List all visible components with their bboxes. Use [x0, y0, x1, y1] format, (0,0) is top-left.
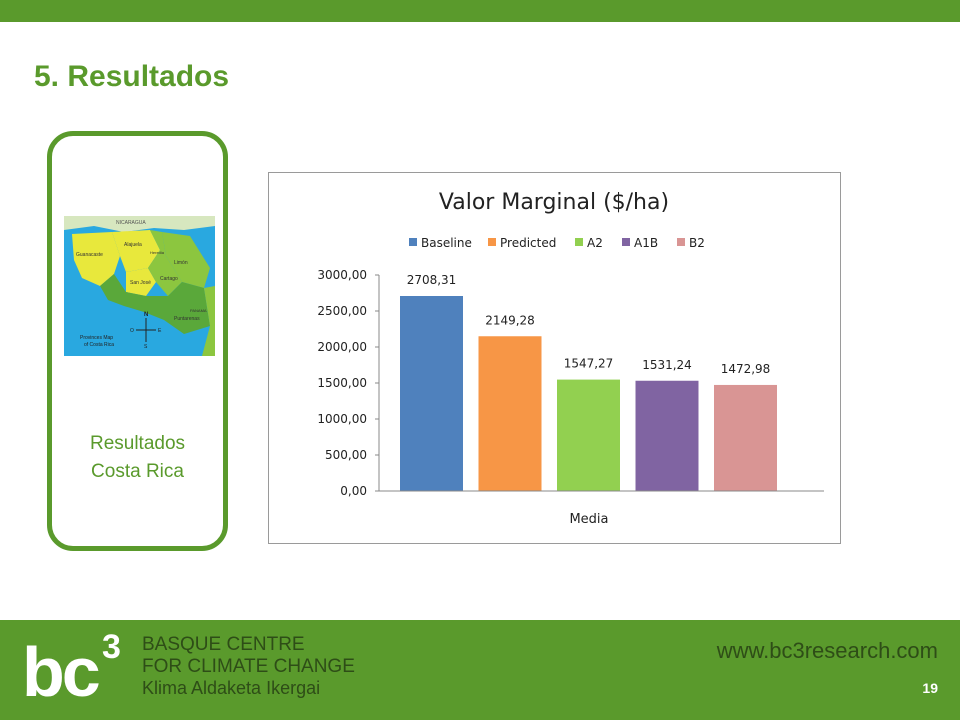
compass-rose-icon: N O E S	[130, 312, 162, 350]
footer: bc 3 BASQUE CENTRE FOR CLIMATE CHANGE Kl…	[0, 620, 960, 720]
y-tick-label: 500,00	[325, 448, 367, 462]
bar-chart: Valor Marginal ($/ha) Baseline Predicted A…	[317, 190, 824, 527]
bar-a2	[557, 379, 620, 491]
map-land-panama	[202, 286, 215, 356]
y-tick-label: 2500,00	[317, 304, 367, 318]
legend-label-a2: A2	[587, 236, 603, 250]
compass-e: E	[158, 328, 162, 334]
map-province-alajuela	[112, 230, 160, 272]
x-axis-label: Media	[569, 512, 608, 527]
costa-rica-map: NICARAGUA Guanacaste Alajuela Heredia Li…	[64, 216, 215, 356]
legend-swatch-b2	[677, 238, 685, 246]
legend-label-a1b: A1B	[634, 236, 658, 250]
map-label-sanjose: San José	[130, 280, 151, 286]
side-label-line1: Resultados	[89, 433, 186, 454]
compass-s: S	[144, 344, 148, 350]
map-land-nicaragua	[64, 216, 215, 232]
org-name-line1: BASQUE CENTRE	[142, 634, 305, 655]
map-province-cartago	[148, 256, 182, 296]
chart-legend: Baseline Predicted A2 A1B B2	[409, 236, 705, 250]
map-province-sanjose	[126, 268, 156, 296]
data-label-predicted: 2149,28	[485, 313, 535, 327]
compass-o: O	[130, 328, 134, 334]
bc3-logo: bc	[22, 633, 101, 711]
website-link[interactable]: www.bc3research.com	[716, 638, 938, 663]
map-label-puntarenas: Puntarenas	[174, 316, 200, 322]
legend-swatch-predicted	[488, 238, 496, 246]
map-label-guanacaste: Guanacaste	[76, 252, 103, 258]
legend-swatch-baseline	[409, 238, 417, 246]
y-tick-label: 0,00	[340, 484, 367, 498]
side-panel	[47, 131, 228, 551]
legend-label-baseline: Baseline	[421, 236, 472, 250]
legend-label-predicted: Predicted	[500, 236, 556, 250]
y-axis: 0,00 500,00 1000,00 1500,00 2000,00 2500,00 30…	[317, 268, 380, 498]
chart-frame: Valor Marginal ($/ha) Baseline Predicted A…	[268, 172, 841, 544]
map-label-limon: Limón	[174, 260, 188, 266]
side-label-line2: Costa Rica	[91, 461, 184, 482]
slide-title: 5. Resultados	[34, 60, 230, 93]
data-label-b2: 1472,98	[721, 362, 771, 376]
y-tick-label: 1000,00	[317, 412, 367, 426]
map-province-puntarenas	[100, 274, 210, 334]
compass-n: N	[144, 312, 148, 318]
chart-title: Valor Marginal ($/ha)	[439, 190, 669, 215]
data-label-a1b: 1531,24	[642, 358, 692, 372]
map-province-limon	[162, 232, 210, 288]
bar-b2	[714, 384, 777, 491]
map-label-nicaragua: NICARAGUA	[116, 220, 146, 226]
side-label: Resultados Costa Rica	[47, 430, 228, 486]
map-caption-line2: of Costa Rica	[84, 342, 114, 348]
map-label-cartago: Cartago	[160, 276, 178, 282]
map-province-guanacaste	[72, 232, 120, 286]
y-tick-label: 2000,00	[317, 340, 367, 354]
org-name-line2: FOR CLIMATE CHANGE	[142, 656, 355, 677]
map-label-heredia: Heredia	[150, 250, 165, 255]
y-tick-label: 3000,00	[317, 268, 367, 282]
bars: 2708,31 2149,28 1547,27 1531,24 1472,98	[400, 273, 777, 491]
top-bar	[0, 0, 960, 22]
data-label-baseline: 2708,31	[407, 273, 457, 287]
data-label-a2: 1547,27	[564, 357, 614, 371]
legend-swatch-a2	[575, 238, 583, 246]
y-tick-label: 1500,00	[317, 376, 367, 390]
bc3-logo-superscript: 3	[102, 628, 121, 666]
map-label-panama: PANAMA	[190, 308, 207, 313]
page-number: 19	[922, 680, 938, 696]
bar-predicted	[478, 336, 542, 491]
bar-baseline	[400, 296, 463, 491]
legend-swatch-a1b	[622, 238, 630, 246]
map-province-heredia	[148, 230, 166, 268]
legend-label-b2: B2	[689, 236, 705, 250]
org-name-line3: Klima Aldaketa Ikergai	[142, 678, 321, 698]
map-label-alajuela: Alajuela	[124, 242, 142, 248]
bar-a1b	[635, 380, 699, 491]
map-caption-line1: Provinces Map	[80, 335, 113, 341]
